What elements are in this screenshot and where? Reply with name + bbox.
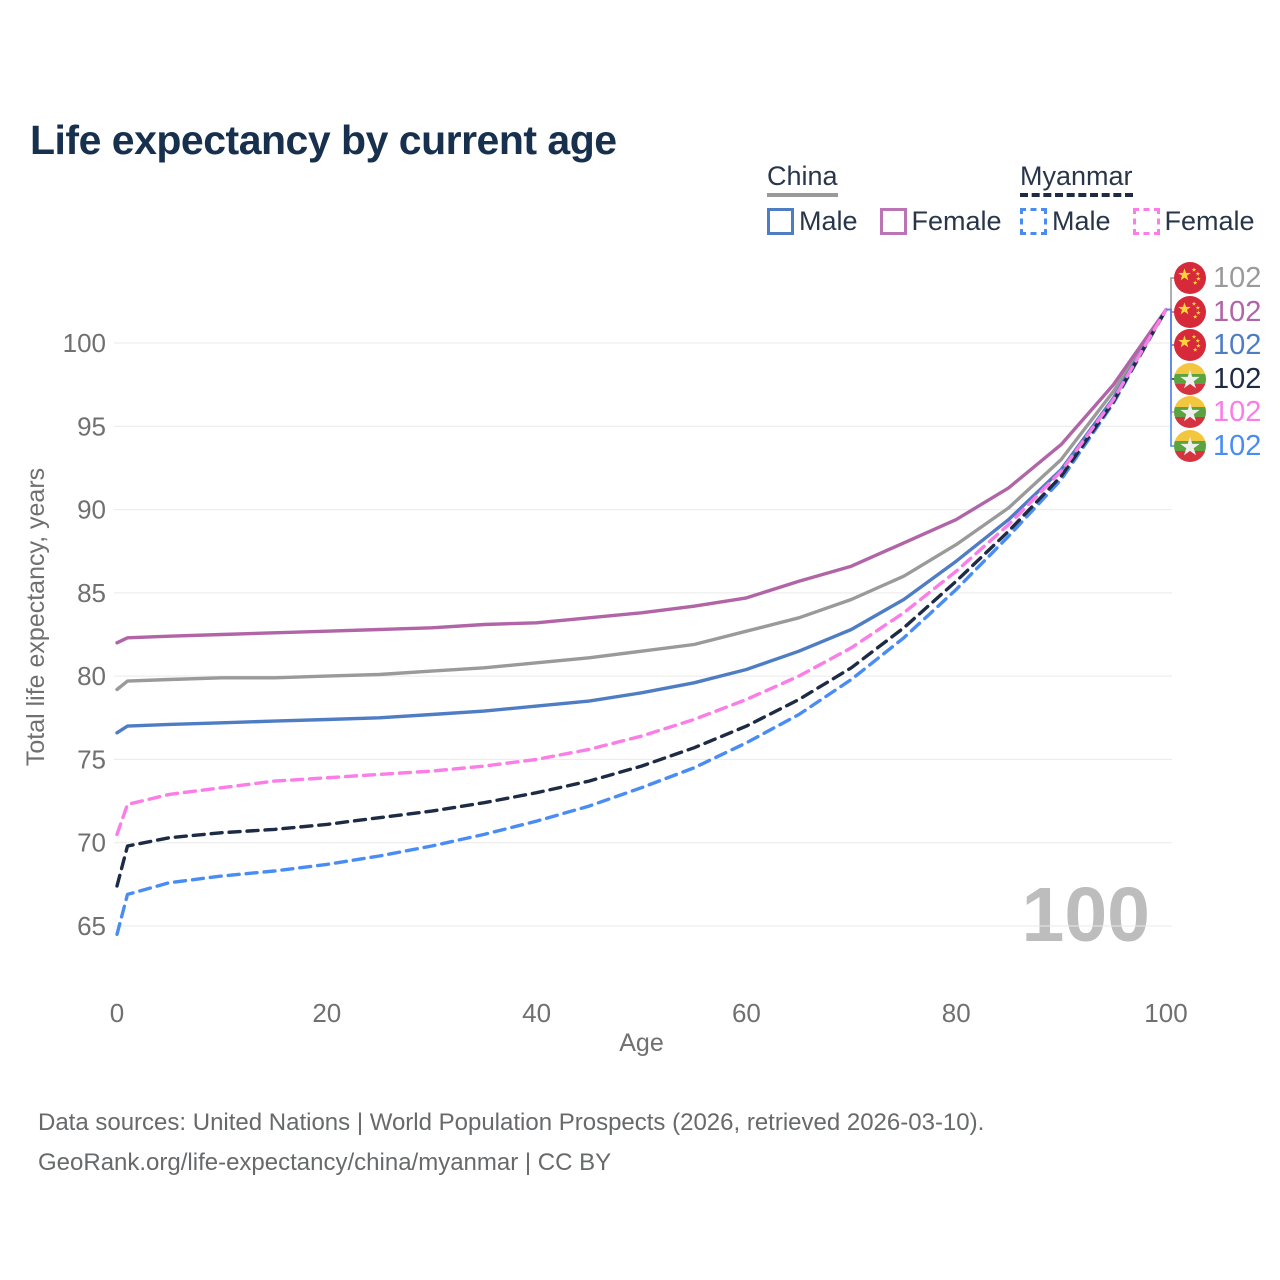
myanmar-flag-icon	[1174, 396, 1206, 428]
current-age-watermark: 100	[1021, 872, 1150, 958]
legend-item-label: Female	[911, 206, 1002, 236]
end-label-row: 102	[1174, 329, 1261, 361]
x-axis-ticks: 0 20 40 60 80 100	[110, 998, 1188, 1028]
footer-attribution[interactable]: GeoRank.org/life-expectancy/china/myanma…	[38, 1149, 612, 1176]
footer-data-sources: Data sources: United Nations | World Pop…	[38, 1109, 985, 1136]
legend-item-myanmar-male[interactable]: Male	[1020, 206, 1111, 237]
legend-item-china-female[interactable]: Female	[879, 206, 1002, 237]
series-line-china-male[interactable]	[115, 308, 1168, 735]
y-axis-ticks: 65 70 75 80 85 90 95 100	[63, 328, 106, 941]
myanmar-male-swatch-icon	[1020, 208, 1047, 235]
x-tick-label: 80	[942, 998, 971, 1028]
end-label-row: 102	[1174, 430, 1261, 462]
china-flag-icon	[1174, 329, 1206, 361]
china-flag-icon	[1174, 262, 1206, 294]
legend-group-china: China Male Female	[767, 161, 1002, 237]
end-value-label: 102	[1213, 363, 1262, 395]
series-line-myanmar[interactable]	[115, 308, 1168, 888]
series-line-china[interactable]	[115, 308, 1168, 692]
legend-item-label: Male	[1052, 206, 1111, 236]
x-tick-label: 100	[1144, 998, 1187, 1028]
legend-header-myanmar[interactable]: Myanmar	[1020, 161, 1133, 197]
y-tick-label: 85	[77, 578, 106, 608]
y-axis-title: Total life expectancy, years	[22, 468, 50, 766]
series-line-myanmar-female[interactable]	[115, 308, 1168, 837]
x-tick-label: 60	[732, 998, 761, 1028]
y-tick-label: 65	[77, 911, 106, 941]
x-tick-label: 40	[522, 998, 551, 1028]
legend-item-myanmar-female[interactable]: Female	[1132, 206, 1255, 237]
china-female-swatch-icon	[879, 208, 907, 235]
end-value-label: 102	[1213, 396, 1262, 428]
end-value-label: 102	[1213, 329, 1262, 361]
end-label-row: 102	[1174, 296, 1261, 328]
myanmar-female-swatch-icon	[1132, 208, 1160, 235]
y-tick-label: 100	[63, 328, 106, 358]
x-axis-title: Age	[619, 1029, 663, 1057]
end-label-row: 102	[1174, 262, 1261, 294]
legend-group-myanmar: Myanmar Male Female	[1020, 161, 1255, 237]
series-lines	[115, 308, 1168, 936]
end-value-label: 102	[1213, 262, 1262, 294]
end-value-label: 102	[1213, 296, 1262, 328]
y-tick-label: 80	[77, 661, 106, 691]
myanmar-flag-icon	[1174, 430, 1206, 462]
end-label-row: 102	[1174, 363, 1261, 395]
legend-header-china[interactable]: China	[767, 161, 838, 197]
series-line-china-female[interactable]	[115, 308, 1168, 645]
y-tick-label: 70	[77, 828, 106, 858]
legend-item-label: Female	[1164, 206, 1255, 236]
y-tick-label: 95	[77, 411, 106, 441]
china-flag-icon	[1174, 296, 1206, 328]
x-tick-label: 0	[110, 998, 124, 1028]
end-value-label: 102	[1213, 430, 1262, 462]
y-tick-label: 90	[77, 495, 106, 525]
page-title: Life expectancy by current age	[30, 117, 617, 164]
end-label-row: 102	[1174, 396, 1261, 428]
china-male-swatch-icon	[767, 208, 794, 235]
x-tick-label: 20	[312, 998, 341, 1028]
series-line-myanmar-male[interactable]	[115, 308, 1168, 936]
legend-item-label: Male	[799, 206, 858, 236]
legend-item-china-male[interactable]: Male	[767, 206, 858, 237]
myanmar-flag-icon	[1174, 363, 1206, 395]
y-tick-label: 75	[77, 744, 106, 774]
